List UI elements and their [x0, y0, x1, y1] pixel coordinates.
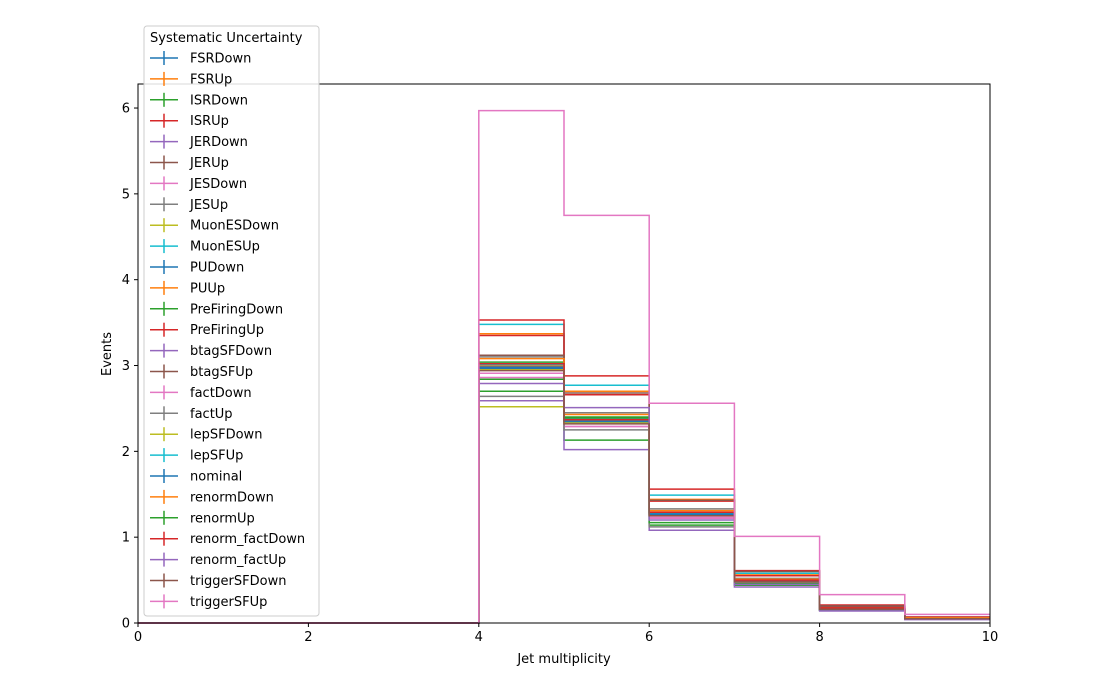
legend-label: PreFiringDown: [190, 302, 283, 317]
legend: Systematic Uncertainty FSRDown FSRUp ISRDo…: [143, 25, 320, 617]
legend-label: renorm_factUp: [190, 553, 286, 568]
legend-label: btagSFUp: [190, 365, 253, 380]
legend-item-triggerSFUp: triggerSFUp: [150, 594, 267, 610]
y-tick-label: 2: [122, 445, 130, 460]
legend-item-PUUp: PUUp: [150, 280, 225, 296]
legend-item-JERUp: JERUp: [150, 155, 229, 171]
y-tick-label: 4: [122, 273, 130, 288]
legend-label: FSRDown: [190, 52, 251, 67]
legend-item-JERDown: JERDown: [150, 134, 248, 150]
y-tick-label: 6: [122, 102, 130, 117]
legend-item-PreFiringUp: PreFiringUp: [150, 322, 264, 338]
legend-label: JESDown: [189, 177, 247, 192]
x-tick-label: 8: [815, 630, 823, 645]
legend-label: PUDown: [190, 261, 244, 276]
legend-item-renormUp: renormUp: [150, 510, 255, 526]
legend-label: btagSFDown: [190, 344, 272, 359]
legend-item-FSRUp: FSRUp: [150, 71, 232, 87]
legend-label: factUp: [190, 407, 233, 422]
legend-label: renorm_factDown: [190, 532, 305, 547]
x-axis-label: Jet multiplicity: [516, 652, 611, 667]
legend-item-triggerSFDown: triggerSFDown: [150, 573, 286, 589]
legend-label: JERDown: [189, 135, 248, 150]
y-axis-ticks: 0 1 2 3 4 5 6: [122, 102, 138, 632]
legend-label: ISRDown: [190, 93, 248, 108]
legend-item-renormDown: renormDown: [150, 489, 274, 505]
legend-label: FSRUp: [190, 72, 232, 87]
legend-item-MuonESDown: MuonESDown: [150, 218, 279, 234]
x-tick-label: 4: [475, 630, 483, 645]
y-tick-label: 3: [122, 359, 130, 374]
legend-label: JERUp: [189, 156, 229, 171]
x-tick-label: 0: [134, 630, 142, 645]
legend-item-renorm_factUp: renorm_factUp: [150, 552, 286, 568]
y-axis-label: Events: [100, 332, 115, 376]
legend-label: renormDown: [190, 490, 274, 505]
y-tick-label: 1: [122, 531, 130, 546]
legend-item-JESUp: JESUp: [150, 197, 228, 213]
legend-label: lepSFUp: [190, 449, 243, 464]
legend-item-ISRUp: ISRUp: [150, 113, 229, 129]
legend-label: JESUp: [189, 198, 228, 213]
legend-label: factDown: [190, 386, 252, 401]
legend-item-renorm_factDown: renorm_factDown: [150, 531, 305, 547]
legend-label: PUUp: [190, 281, 225, 296]
x-tick-label: 2: [304, 630, 312, 645]
y-tick-label: 0: [122, 617, 130, 632]
legend-label: ISRUp: [190, 114, 229, 129]
legend-item-nominal: nominal: [150, 469, 242, 485]
legend-title: Systematic Uncertainty: [150, 31, 303, 46]
legend-label: PreFiringUp: [190, 323, 264, 338]
legend-label: lepSFDown: [190, 428, 262, 443]
y-tick-label: 5: [122, 187, 130, 202]
legend-item-lepSFDown: lepSFDown: [150, 427, 262, 443]
legend-item-lepSFUp: lepSFUp: [150, 448, 243, 464]
x-axis-ticks: 0 2 4 6 8 10: [134, 623, 998, 645]
legend-label: renormUp: [190, 511, 255, 526]
legend-item-JESDown: JESDown: [150, 176, 247, 192]
legend-item-factDown: factDown: [150, 385, 252, 401]
x-tick-label: 10: [982, 630, 999, 645]
x-tick-label: 6: [645, 630, 653, 645]
legend-label: nominal: [190, 470, 242, 485]
legend-item-btagSFDown: btagSFDown: [150, 343, 272, 359]
legend-label: MuonESDown: [190, 219, 279, 234]
legend-label: triggerSFUp: [190, 595, 267, 610]
legend-item-factUp: factUp: [150, 406, 233, 422]
legend-label: triggerSFDown: [190, 574, 286, 589]
legend-item-MuonESUp: MuonESUp: [150, 239, 260, 255]
plot-frame: [137, 83, 991, 624]
legend-label: MuonESUp: [190, 240, 260, 255]
legend-item-PUDown: PUDown: [150, 260, 244, 276]
legend-item-btagSFUp: btagSFUp: [150, 364, 253, 380]
legend-item-ISRDown: ISRDown: [150, 92, 248, 108]
legend-item-FSRDown: FSRDown: [150, 51, 251, 67]
legend-item-PreFiringDown: PreFiringDown: [150, 301, 283, 317]
legend-items: FSRDown FSRUp ISRDown ISRUp JERDown JERUp JESD…: [150, 51, 305, 610]
legend-box: [143, 25, 320, 617]
